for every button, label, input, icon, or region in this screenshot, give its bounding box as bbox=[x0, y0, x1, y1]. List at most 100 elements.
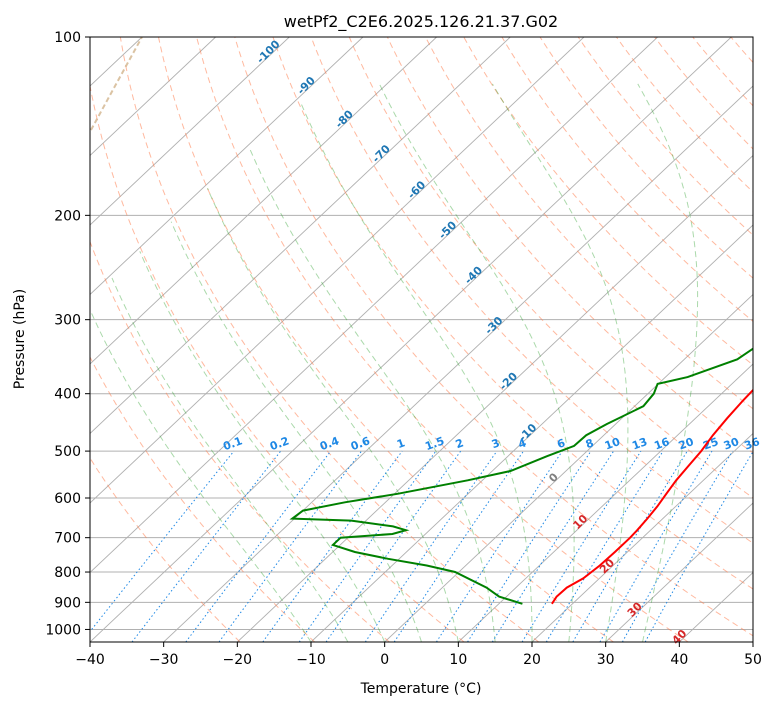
isotherm-label: -40 bbox=[462, 264, 485, 287]
moist-adiabat bbox=[491, 83, 629, 642]
x-axis-title: Temperature (°C) bbox=[360, 681, 482, 697]
y-tick-label: 300 bbox=[54, 313, 81, 329]
moist-adiabat bbox=[207, 188, 459, 642]
dry-adiabat bbox=[272, 37, 753, 590]
x-tick-label: 10 bbox=[449, 652, 467, 668]
isotherm-gridline bbox=[605, 502, 753, 642]
reference-lines bbox=[90, 37, 775, 642]
mixing-ratio-line bbox=[599, 450, 713, 642]
isotherm-label: -20 bbox=[497, 370, 520, 393]
isotherm-label: -60 bbox=[405, 178, 428, 201]
x-tick-label: 50 bbox=[744, 652, 762, 668]
dry-adiabat bbox=[90, 83, 465, 642]
mixing-ratio-line bbox=[131, 450, 282, 642]
isotherm-gridline bbox=[458, 363, 753, 642]
dry-adiabat bbox=[196, 37, 689, 642]
isotherm-gridline bbox=[90, 37, 290, 226]
mixing-ratio-line bbox=[545, 450, 664, 642]
isotherm-gridline bbox=[90, 37, 364, 296]
dry-adiabat bbox=[234, 37, 753, 637]
isotherm-gridline bbox=[90, 37, 216, 157]
y-tick-label: 1000 bbox=[45, 622, 81, 638]
dry-adiabat bbox=[119, 37, 540, 642]
mixing-ratio-line bbox=[467, 450, 592, 642]
y-tick-label: 700 bbox=[54, 531, 81, 547]
mixing-ratio-line bbox=[90, 450, 235, 633]
mixing-ratio-line bbox=[491, 450, 615, 642]
isotherm-label: 10 bbox=[570, 512, 590, 532]
y-axis: 100 200 300 400 500 600 700 800 900 1000 bbox=[45, 30, 90, 638]
isotherm-gridline bbox=[90, 37, 437, 365]
y-tick-label: 900 bbox=[54, 595, 81, 611]
x-tick-label: 0 bbox=[380, 652, 389, 668]
isotherm-label: -50 bbox=[436, 218, 459, 241]
mixing-ratio-labels: 0.1 0.2 0.4 0.6 1 1.5 2 3 4 6 8 10 13 16 20 25 30 36 bbox=[221, 434, 761, 453]
mixing-ratio-label: 16 bbox=[652, 435, 671, 453]
moist-adiabat bbox=[170, 221, 422, 642]
isotherm-gridline bbox=[679, 571, 753, 642]
mixing-ratio-label: 2 bbox=[454, 436, 466, 451]
dry-adiabat bbox=[386, 37, 753, 454]
y-tick-label: 200 bbox=[54, 208, 81, 224]
dry-adiabat bbox=[654, 37, 753, 150]
x-axis: −40 −30 −20 −10 0 10 20 30 40 50 bbox=[75, 642, 762, 668]
moist-adiabat bbox=[249, 149, 496, 642]
mixing-ratio-line bbox=[644, 450, 753, 642]
mixing-ratio-label: 1 bbox=[395, 436, 407, 451]
y-tick-label: 100 bbox=[54, 30, 81, 46]
y-axis-title: Pressure (hPa) bbox=[12, 289, 28, 389]
moist-adiabat bbox=[90, 308, 312, 642]
dry-adiabat bbox=[769, 37, 775, 642]
dry-adiabat bbox=[615, 37, 753, 193]
isotherm-gridline bbox=[310, 224, 753, 642]
dry-adiabat bbox=[90, 240, 390, 642]
mixing-ratio-line bbox=[364, 450, 498, 642]
dry-adiabat bbox=[310, 37, 753, 544]
mixing-ratio-line bbox=[393, 450, 524, 642]
chart-title: wetPf2_C2E6.2025.126.21.37.G02 bbox=[284, 12, 558, 32]
moist-adiabat bbox=[301, 104, 533, 642]
dry-adiabat bbox=[577, 37, 753, 236]
moist-adiabat bbox=[378, 83, 575, 642]
dewpoint-profile-line bbox=[289, 347, 753, 605]
x-tick-label: −20 bbox=[223, 652, 253, 668]
mixing-ratio-label: 10 bbox=[603, 435, 622, 453]
isotherm-gridline bbox=[163, 85, 753, 642]
dry-adiabat bbox=[501, 37, 753, 323]
plot-frame bbox=[89, 36, 754, 643]
mixing-ratio-label: 0.1 bbox=[221, 434, 244, 453]
x-tick-label: 40 bbox=[670, 652, 688, 668]
mixing-ratio-line bbox=[218, 450, 362, 642]
isotherm-gridline bbox=[90, 37, 732, 642]
mixing-ratio-label: 8 bbox=[584, 436, 596, 451]
isotherm-gridline bbox=[531, 432, 753, 642]
isotherm-gridline bbox=[752, 641, 753, 642]
mixing-ratio-label: 6 bbox=[555, 436, 567, 451]
temperature-profile-line bbox=[551, 388, 753, 605]
mixing-ratio-label: 4 bbox=[516, 436, 528, 451]
mixing-ratio-line bbox=[435, 450, 563, 642]
mixing-ratio-label: 3 bbox=[490, 436, 502, 451]
isotherm-gridline bbox=[384, 293, 753, 642]
mixing-ratio-label: 0.4 bbox=[318, 434, 341, 453]
mixing-ratio-line bbox=[325, 450, 462, 642]
x-tick-label: −10 bbox=[296, 652, 326, 668]
y-tick-label: 600 bbox=[54, 491, 81, 507]
mixing-ratio-label: 36 bbox=[743, 435, 762, 453]
isotherm-label: -90 bbox=[295, 74, 318, 97]
mixing-ratio-label: 30 bbox=[722, 435, 741, 453]
dry-adiabat bbox=[463, 37, 753, 366]
mixing-ratio-label: 0.2 bbox=[268, 434, 291, 453]
mixing-ratio-label: 0.6 bbox=[349, 434, 372, 453]
mixing-ratio-line bbox=[185, 450, 332, 642]
mixing-ratio-label: 25 bbox=[701, 435, 720, 452]
sounding-profiles bbox=[289, 347, 753, 605]
x-tick-label: 30 bbox=[597, 652, 615, 668]
isotherm-gridline bbox=[90, 37, 658, 574]
x-tick-label: 20 bbox=[523, 652, 541, 668]
isotherm-label: -70 bbox=[370, 142, 393, 165]
mixing-ratio-label: 1.5 bbox=[423, 434, 446, 453]
x-tick-label: −30 bbox=[149, 652, 179, 668]
